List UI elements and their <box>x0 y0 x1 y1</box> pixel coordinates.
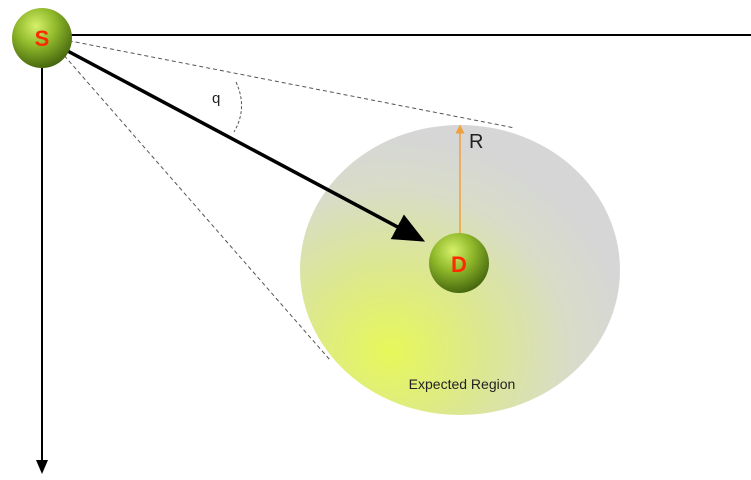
source-node-label: S <box>35 26 50 51</box>
angle-arc <box>233 81 242 133</box>
destination-node-label: D <box>451 252 467 277</box>
source-to-destination-arrow <box>61 46 426 242</box>
destination-node: D <box>429 233 489 293</box>
radius-label: R <box>469 131 483 153</box>
expected-region-label: Expected Region <box>409 376 516 392</box>
angle-label: q <box>212 90 220 107</box>
upper-tangent-dashed-line <box>54 37 516 129</box>
source-node: S <box>12 8 72 68</box>
lower-tangent-dashed-line <box>54 44 331 361</box>
